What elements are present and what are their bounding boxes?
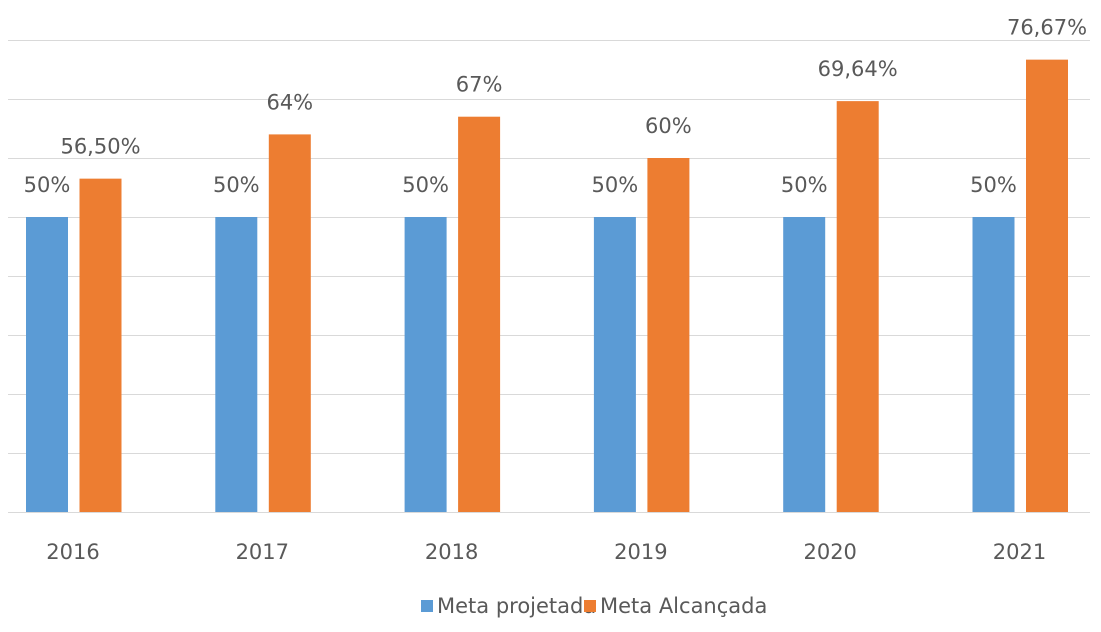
x-tick-label: 2019 <box>614 540 667 564</box>
data-label: 50% <box>402 173 449 197</box>
data-label: 69,64% <box>818 57 898 81</box>
x-tick-label: 2018 <box>425 540 478 564</box>
data-label: 56,50% <box>60 135 140 159</box>
legend-label: Meta projetada <box>437 594 596 618</box>
x-tick-label: 2017 <box>236 540 289 564</box>
data-label: 60% <box>645 114 692 138</box>
data-label: 50% <box>781 173 828 197</box>
bar <box>79 178 122 512</box>
data-label: 76,67% <box>1007 16 1087 40</box>
bar <box>593 217 636 512</box>
legend-swatch <box>421 600 433 612</box>
bar <box>404 217 447 512</box>
data-label: 50% <box>592 173 639 197</box>
legend-label: Meta Alcançada <box>600 594 767 618</box>
data-label: 50% <box>24 173 71 197</box>
bar <box>647 158 690 512</box>
bar <box>836 101 879 513</box>
bar <box>1026 59 1068 512</box>
data-label: 67% <box>456 73 503 97</box>
x-tick-label: 2021 <box>993 540 1046 564</box>
bar <box>783 217 826 512</box>
data-label: 50% <box>970 173 1017 197</box>
legend-swatch <box>584 600 596 612</box>
bar <box>268 134 311 512</box>
x-tick-label: 2020 <box>803 540 856 564</box>
data-label: 50% <box>213 173 260 197</box>
bar <box>458 116 501 512</box>
data-label: 64% <box>266 90 313 114</box>
bar <box>972 217 1015 512</box>
bar <box>26 217 68 512</box>
x-tick-label: 2016 <box>46 540 99 564</box>
bar <box>215 217 258 512</box>
